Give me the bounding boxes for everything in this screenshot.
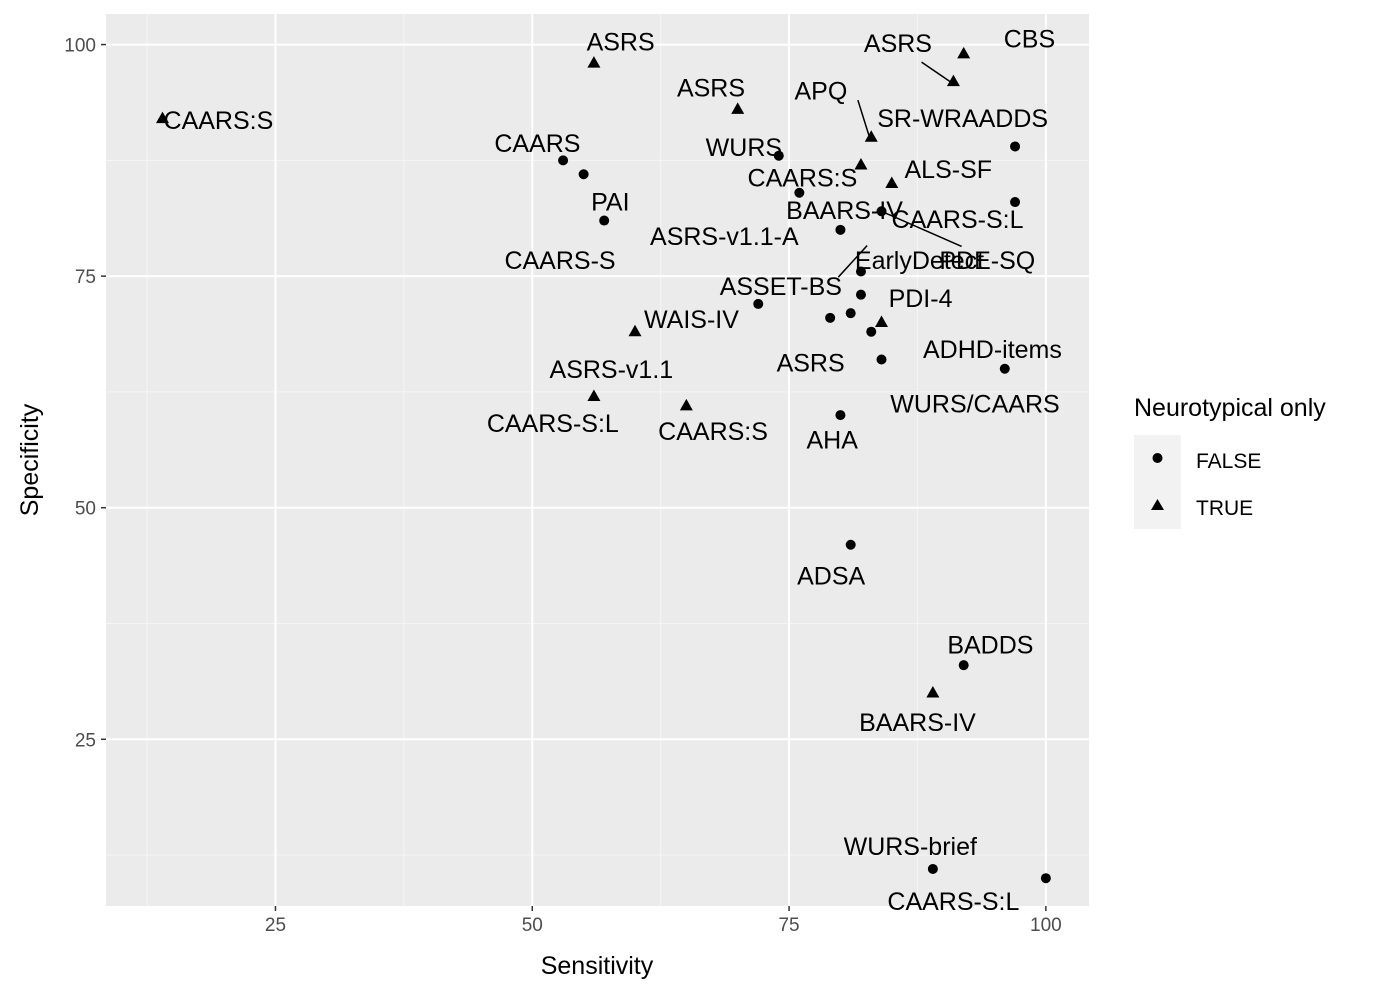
data-point-triangle bbox=[587, 56, 601, 68]
data-point-triangle bbox=[854, 157, 868, 170]
point-label: ADHD-items bbox=[923, 336, 1062, 364]
data-point-circle bbox=[753, 298, 764, 309]
legend-label-true: TRUE bbox=[1196, 497, 1253, 520]
y-tick-label: 75 bbox=[75, 267, 96, 288]
label-leader-line bbox=[921, 61, 952, 84]
point-label: CAARS-S:L bbox=[887, 888, 1019, 916]
data-point-circle bbox=[825, 312, 836, 323]
label-leader-lines bbox=[837, 61, 962, 278]
point-labels: CAARS:S ASRS ASRS CBS ASRS APQ SR-WRAADDS CAARS… bbox=[164, 25, 1062, 915]
y-tick-label: 25 bbox=[75, 730, 96, 751]
point-label: AHA bbox=[807, 427, 859, 455]
data-point-circle bbox=[578, 169, 589, 180]
major-gridlines bbox=[106, 14, 1089, 906]
y-tick-label: 50 bbox=[75, 499, 96, 520]
point-label: ALS-SF bbox=[905, 156, 993, 184]
y-tick-label: 100 bbox=[64, 36, 96, 57]
data-points bbox=[155, 46, 1051, 884]
data-point-circle bbox=[999, 363, 1010, 374]
point-label: CAARS bbox=[494, 130, 580, 158]
point-label: APQ bbox=[795, 77, 848, 105]
point-label: ASRS-v1.1 bbox=[550, 356, 674, 384]
point-label: ASRS bbox=[777, 350, 845, 378]
x-tick-label: 75 bbox=[778, 915, 799, 936]
point-label: BAARS-IV bbox=[859, 709, 976, 737]
data-point-circle bbox=[1040, 873, 1051, 884]
label-leader-line bbox=[857, 99, 870, 137]
x-axis-ticks: 25 50 75 100 bbox=[265, 906, 1062, 936]
point-label: CAARS-S bbox=[504, 247, 615, 275]
data-point-triangle bbox=[587, 389, 601, 402]
point-label: CAARS:S bbox=[658, 418, 768, 446]
label-leader-line bbox=[883, 211, 962, 248]
point-label: WURS bbox=[706, 134, 782, 162]
point-label: SR-WRAADDS bbox=[877, 105, 1048, 133]
point-label: BADDS bbox=[947, 631, 1033, 659]
data-point-circle bbox=[866, 326, 877, 337]
point-label: CAARS:S bbox=[164, 107, 274, 135]
data-point-circle bbox=[835, 224, 846, 235]
x-tick-label: 100 bbox=[1030, 915, 1062, 936]
point-label: PAI bbox=[591, 188, 629, 216]
y-axis-ticks: 25 50 75 100 bbox=[64, 36, 106, 751]
legend-circle-icon bbox=[1152, 453, 1163, 463]
data-point-triangle bbox=[731, 102, 745, 114]
point-label: CBS bbox=[1004, 25, 1055, 53]
point-label: ASRS bbox=[677, 75, 745, 103]
data-point-triangle bbox=[875, 315, 889, 327]
data-point-circle bbox=[876, 354, 887, 365]
data-point-circle bbox=[599, 215, 610, 226]
x-tick-label: 25 bbox=[265, 915, 286, 936]
data-point-triangle bbox=[885, 176, 899, 189]
point-label: CAARS-S:L bbox=[892, 206, 1024, 234]
data-point-circle bbox=[927, 863, 938, 874]
data-point-circle bbox=[876, 206, 887, 217]
point-label: ASRS-v1.1-A bbox=[650, 223, 799, 251]
point-label: WURS-brief bbox=[844, 833, 977, 861]
data-point-circle bbox=[794, 187, 805, 198]
data-point-circle bbox=[845, 539, 856, 550]
legend-label-false: FALSE bbox=[1196, 450, 1261, 473]
point-label: WURS/CAARS bbox=[890, 390, 1059, 418]
data-point-circle bbox=[958, 660, 969, 671]
x-axis-title: Sensitivity bbox=[541, 952, 654, 980]
data-point-circle bbox=[1010, 141, 1021, 152]
point-label: PDE-SQ bbox=[939, 247, 1035, 275]
point-label: ADSA bbox=[797, 563, 865, 591]
data-point-circle bbox=[1010, 197, 1021, 208]
data-point-triangle bbox=[679, 398, 693, 411]
data-point-circle bbox=[845, 308, 856, 319]
data-point-circle bbox=[855, 289, 866, 300]
data-point-circle bbox=[835, 410, 846, 421]
point-label: BAARS-IV bbox=[786, 197, 903, 225]
data-point-triangle bbox=[155, 111, 169, 124]
x-tick-label: 50 bbox=[522, 915, 543, 936]
point-label: ASSET-BS bbox=[720, 273, 842, 301]
plot-panel bbox=[106, 14, 1089, 906]
data-point-circle bbox=[773, 150, 784, 161]
data-point-triangle bbox=[864, 130, 878, 142]
point-label: PDI-4 bbox=[889, 285, 953, 313]
data-point-triangle bbox=[946, 74, 960, 87]
data-point-circle bbox=[558, 155, 569, 166]
point-label: CAARS:S bbox=[748, 164, 858, 192]
data-point-circle bbox=[855, 266, 866, 277]
point-label: ASRS bbox=[864, 30, 932, 58]
legend-title: Neurotypical only bbox=[1134, 394, 1326, 422]
legend-key-background bbox=[1134, 435, 1181, 529]
data-point-triangle bbox=[957, 46, 971, 59]
legend: Neurotypical only FALSE TRUE bbox=[1134, 394, 1326, 529]
data-point-triangle bbox=[628, 324, 642, 337]
point-label: ASRS bbox=[587, 28, 655, 56]
point-label: WAIS-IV bbox=[644, 306, 739, 334]
y-axis-title: Specificity bbox=[16, 403, 44, 516]
minor-gridlines bbox=[106, 14, 1089, 906]
legend-triangle-icon bbox=[1151, 499, 1164, 510]
point-label: CAARS-S:L bbox=[487, 410, 619, 438]
point-label: EarlyDetect bbox=[855, 247, 984, 275]
data-point-triangle bbox=[926, 685, 940, 698]
label-leader-line bbox=[837, 245, 868, 278]
